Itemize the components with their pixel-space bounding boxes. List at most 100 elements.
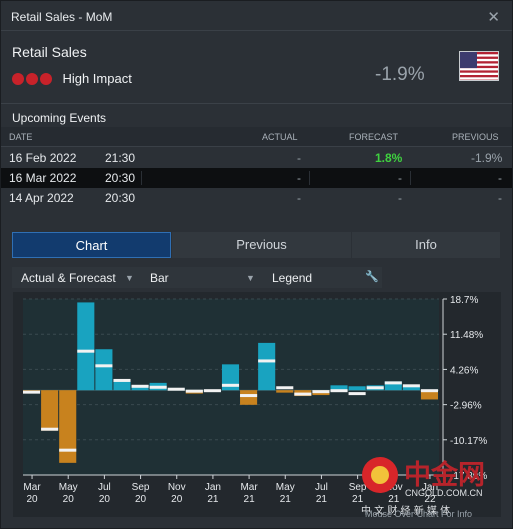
- forecast-marker: [41, 427, 59, 431]
- wrench-icon[interactable]: 🔧: [365, 271, 379, 283]
- y-tick-label: 4.26%: [450, 365, 478, 376]
- watermark-logo: 中金网 CNGOLD.COM.CN 中 文 财 经 新 媒 体 Mouse Ov…: [361, 457, 485, 517]
- forecast-marker: [348, 392, 366, 396]
- y-tick-label: -10.17%: [450, 436, 487, 447]
- actual-bar: [77, 302, 95, 391]
- row-time: 20:30: [105, 191, 136, 205]
- row-actual: -: [297, 151, 301, 165]
- legend-label: Legend: [272, 271, 313, 285]
- row-time: 20:30: [105, 171, 136, 185]
- upcoming-events-title: Upcoming Events: [12, 111, 107, 125]
- tab-previous[interactable]: Previous: [172, 232, 351, 258]
- actual-bar: [240, 390, 258, 405]
- event-header: Retail Sales High Impact -1.9%: [1, 32, 512, 104]
- forecast-marker: [23, 390, 41, 394]
- row-date: 16 Feb 2022: [9, 151, 77, 165]
- row-date: 16 Mar 2022: [9, 171, 77, 185]
- forecast-marker: [131, 384, 149, 388]
- upcoming-table-header: DATE ACTUAL FORECAST PREVIOUS: [1, 127, 512, 147]
- row-time: 21:30: [105, 151, 136, 165]
- view-tabs: Chart Previous Info: [12, 232, 500, 258]
- col-date: DATE: [9, 132, 33, 142]
- table-row[interactable]: 14 Apr 2022 20:30 - - -: [1, 188, 512, 208]
- table-row[interactable]: 16 Mar 2022 20:30 - - -: [1, 168, 512, 188]
- actual-bar: [330, 385, 348, 391]
- tab-chart[interactable]: Chart: [12, 232, 171, 258]
- series-select-label: Actual & Forecast: [21, 271, 116, 285]
- forecast-marker: [402, 384, 420, 388]
- row-previous: -: [498, 191, 502, 205]
- chart-type-label: Bar: [150, 271, 169, 285]
- x-tick-label: 21: [316, 494, 328, 505]
- watermark-logo-icon: [371, 466, 389, 484]
- x-tick-label: 20: [99, 494, 111, 505]
- x-tick-label: Jul: [98, 482, 111, 493]
- forecast-marker: [59, 448, 77, 452]
- actual-bar: [348, 386, 366, 391]
- actual-bar: [384, 381, 402, 391]
- x-tick-label: 21: [207, 494, 219, 505]
- row-date: 14 Apr 2022: [9, 191, 74, 205]
- chevron-down-icon[interactable]: ▼: [246, 273, 255, 283]
- retail-sales-chart[interactable]: 18.7% 11.48% 4.26% -2.96% -10.17% -17.39% Mar…: [13, 292, 501, 517]
- forecast-marker: [366, 386, 384, 390]
- actual-bar: [41, 390, 59, 431]
- actual-bar: [276, 390, 294, 393]
- row-actual: -: [297, 191, 301, 205]
- actual-bar: [420, 390, 438, 400]
- actual-bar: [221, 364, 240, 391]
- chevron-down-icon[interactable]: ▼: [125, 273, 134, 283]
- x-tick-label: Jan: [422, 482, 438, 493]
- forecast-marker: [167, 387, 185, 391]
- impact-dot-icon: [26, 72, 38, 85]
- x-tick-label: 21: [280, 494, 292, 505]
- x-tick-label: Mar: [240, 482, 258, 493]
- forecast-marker: [330, 389, 348, 393]
- impact-dot-icon: [40, 72, 52, 85]
- actual-bar: [402, 386, 420, 391]
- watermark-subtitle: 中 文 财 经 新 媒 体: [361, 504, 450, 517]
- x-tick-label: 22: [424, 494, 436, 505]
- forecast-marker: [185, 389, 203, 393]
- x-tick-label: 20: [171, 494, 183, 505]
- x-tick-label: May: [276, 482, 295, 493]
- y-tick-label: 18.7%: [450, 295, 478, 306]
- y-tick-label: -2.96%: [450, 401, 482, 412]
- row-actual: -: [297, 171, 301, 185]
- x-tick-label: May: [59, 482, 78, 493]
- x-tick-label: Mar: [23, 482, 41, 493]
- forecast-marker: [258, 359, 276, 363]
- event-name: Retail Sales: [12, 44, 87, 60]
- x-tick-label: 20: [135, 494, 147, 505]
- x-tick-label: 21: [352, 494, 364, 505]
- x-tick-label: 20: [26, 494, 38, 505]
- x-tick-label: 21: [244, 494, 256, 505]
- x-tick-label: Jul: [315, 482, 328, 493]
- x-tick-label: Sep: [349, 482, 367, 493]
- tab-info[interactable]: Info: [352, 232, 500, 258]
- series-select[interactable]: Actual & Forecast: [21, 271, 116, 285]
- actual-bar: [113, 380, 131, 391]
- x-tick-label: Nov: [168, 482, 186, 493]
- y-tick-label: 11.48%: [450, 330, 483, 341]
- chart-type-select[interactable]: Bar: [150, 271, 169, 285]
- close-icon[interactable]: ✕: [487, 9, 500, 26]
- table-row[interactable]: 16 Feb 2022 21:30 - 1.8% -1.9%: [1, 148, 512, 168]
- forecast-marker: [294, 392, 312, 396]
- forecast-marker: [95, 364, 113, 368]
- x-tick-label: 20: [63, 494, 75, 505]
- row-forecast: -: [398, 191, 402, 205]
- chart-footer-hint: Mouse Over Chart For Info: [365, 509, 472, 517]
- window-titlebar: Retail Sales - MoM ✕: [1, 1, 512, 31]
- forecast-marker: [384, 381, 402, 385]
- forecast-marker: [113, 378, 131, 382]
- y-axis: 18.7% 11.48% 4.26% -2.96% -10.17% -17.39%: [442, 295, 487, 482]
- row-previous: -1.9%: [471, 151, 503, 165]
- col-previous: PREVIOUS: [452, 132, 499, 142]
- x-tick-label: Jan: [205, 482, 221, 493]
- forecast-marker: [240, 394, 258, 398]
- legend-toggle[interactable]: Legend: [272, 271, 312, 285]
- chart-options-bar: Actual & Forecast ▼ Bar ▼ Legend 🔧: [12, 267, 382, 288]
- us-flag-icon: [459, 51, 499, 81]
